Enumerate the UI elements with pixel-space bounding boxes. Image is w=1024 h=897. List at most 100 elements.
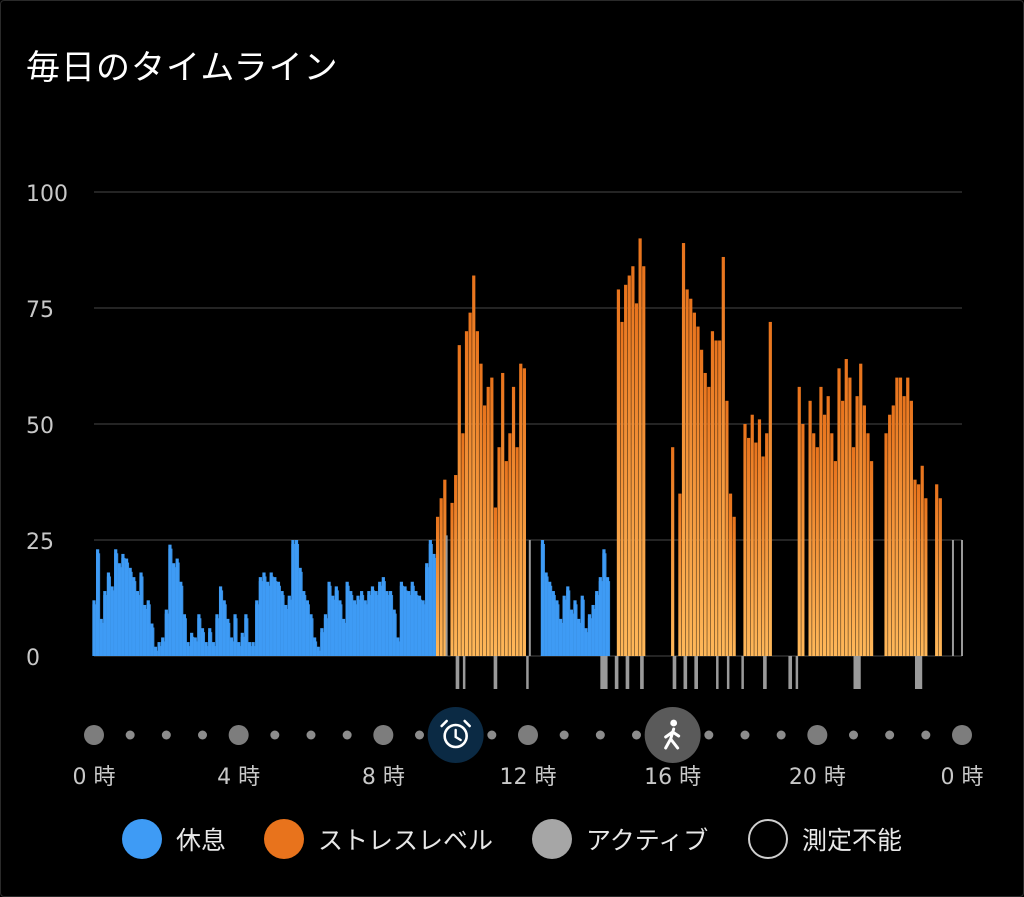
bar-rest-fill [385, 595, 390, 656]
bar-rest-fill [124, 562, 130, 656]
bar-rest-fill [197, 618, 202, 656]
bar-stress [450, 502, 454, 656]
active-marker [726, 656, 730, 689]
active-marker [914, 656, 923, 689]
bar-rest-fill [584, 632, 589, 656]
bar-stress [869, 461, 874, 656]
bar-rest-fill [128, 571, 133, 656]
x-tick-label: 16 時 [644, 765, 701, 790]
active-marker [493, 656, 498, 689]
bar-stress [765, 433, 769, 656]
active-marker [625, 656, 630, 689]
bar-stress [728, 493, 733, 656]
bar-stress [634, 303, 639, 656]
hour-dot-minor [198, 730, 207, 740]
bar-rest-fill [540, 544, 545, 656]
bar-rest-fill [414, 595, 419, 656]
bar-rest-fill [316, 650, 321, 656]
bar-stress [479, 363, 483, 656]
hour-dot-minor [487, 730, 497, 740]
bar-rest-fill [602, 553, 607, 656]
bar-stress [435, 516, 440, 656]
bar-rest-fill [218, 590, 224, 656]
bar-rest-fill [399, 585, 404, 656]
bar-stress [616, 289, 621, 656]
bar-rest-fill [334, 590, 339, 656]
bar-stress [439, 498, 443, 656]
hour-dot-minor [342, 730, 352, 740]
bar-rest-fill [117, 567, 122, 656]
x-tick-label: 0 時 [73, 765, 116, 790]
bar-rest-fill [171, 567, 177, 656]
hour-dot-minor [704, 730, 714, 740]
bar-rest-fill [262, 576, 267, 656]
hour-dot-minor [559, 730, 569, 740]
bar-rest-fill [135, 595, 140, 656]
bar-rest-fill [226, 622, 231, 656]
bar-stress [797, 386, 801, 656]
bar-stress [703, 372, 707, 656]
bar-rest-fill [208, 632, 213, 656]
bar-stress [642, 266, 646, 656]
bar-active [951, 540, 954, 656]
bar-stress [830, 433, 834, 656]
bar-stress [913, 479, 917, 656]
bar-rest-fill [302, 595, 307, 656]
bell-left [440, 719, 448, 728]
bar-stress [508, 433, 512, 656]
bar-rest-fill [215, 618, 220, 656]
bar-stress [522, 368, 526, 656]
hour-dot-major [952, 725, 972, 745]
bar-stress [761, 456, 765, 656]
bar-rest-fill [298, 571, 303, 656]
bar-stress [725, 400, 729, 656]
bar-rest-fill [164, 613, 169, 656]
bell-right [463, 719, 471, 728]
bar-rest-fill [331, 599, 336, 656]
bar-stress [859, 363, 863, 656]
bar-stress [620, 321, 624, 656]
timeline-chart: 0 25 50 75 100 0 時 4 時 8 時 12 時 16 時 20 時 0 時 [26, 182, 984, 790]
active-marker [694, 656, 698, 689]
bar-stress [678, 493, 682, 656]
bar-stress [461, 433, 465, 656]
bar-rest-fill [327, 585, 332, 656]
legend-label: 測定不能 [802, 826, 903, 855]
active-marker [614, 656, 619, 689]
legend-label: アクティブ [586, 826, 709, 855]
alarm-clock-icon [427, 707, 484, 763]
hour-dot-minor [270, 730, 280, 740]
bar-rest-fill [284, 608, 289, 656]
bar-rest-fill [280, 595, 285, 656]
bar-stress [493, 507, 498, 656]
active-marker-layer [455, 656, 923, 689]
bar-stress [819, 386, 823, 656]
bar-rest-fill [157, 646, 162, 656]
bar-rest-fill [595, 595, 600, 656]
bar-rest-fill [258, 581, 263, 656]
bar-stress [464, 331, 469, 656]
bar-stress [848, 377, 852, 656]
active-swatch [532, 819, 572, 859]
bar-rest-fill [428, 544, 433, 656]
bar-stress [891, 405, 895, 656]
bar-rest-fill [247, 646, 253, 656]
active-marker [795, 656, 799, 689]
bar-rest-fill [96, 553, 101, 656]
bar-stress [700, 349, 704, 656]
bar-stress [841, 400, 845, 656]
bar-stress [689, 298, 693, 656]
bar-rest-fill [587, 618, 592, 656]
bar-rest-fill [425, 567, 430, 656]
bar-stress [511, 386, 516, 656]
bar-layer [92, 238, 963, 657]
bar-rest-fill [555, 604, 560, 656]
bar-rest-fill [182, 618, 187, 656]
bar-active [528, 540, 531, 656]
bar-rest-fill [276, 585, 281, 656]
hour-dot-minor [740, 730, 750, 740]
bar-rest-fill [591, 608, 596, 656]
bar-rest-fill [370, 590, 375, 656]
bar-stress [902, 396, 906, 656]
bar-stress [920, 465, 924, 656]
